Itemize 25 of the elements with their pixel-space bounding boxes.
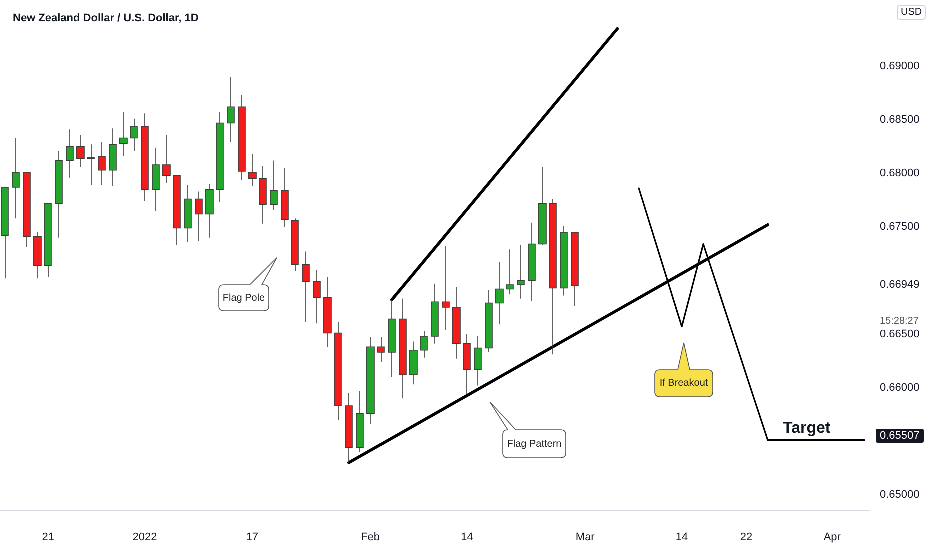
y-tick-label: 0.65000: [880, 489, 920, 501]
annotation: Target: [783, 420, 831, 438]
text: New Zealand Dollar / U.S. Dollar, 1D: [13, 12, 199, 24]
y-tick-label: 0.66000: [880, 382, 920, 394]
text: 0.66949: [880, 279, 920, 291]
y-tick-label: 0.68500: [880, 114, 920, 126]
annotation: Flag Pattern: [506, 438, 563, 452]
x-tick-label: 22: [740, 532, 753, 544]
x-tick-label: 14: [676, 532, 688, 544]
text: 15:28:27: [880, 316, 919, 327]
y-tick-label: 0.67500: [880, 221, 920, 234]
x-tick-label: 14: [461, 532, 474, 544]
y-tick-label: 0.68000: [880, 168, 920, 180]
x-tick-label: Feb: [361, 532, 380, 544]
y-tick-label: 0.69000: [880, 60, 920, 72]
y-tick-label: 0.66500: [880, 328, 920, 340]
annotation: Flag Pole: [222, 292, 266, 306]
text: USD: [897, 5, 926, 20]
annotation: If Breakout: [658, 377, 710, 391]
x-tick-label: 21: [42, 532, 54, 544]
x-tick-label: 17: [246, 532, 259, 544]
x-tick-label: Mar: [576, 532, 596, 544]
x-tick-label: 2022: [132, 532, 158, 544]
x-tick-label: Apr: [824, 532, 842, 544]
text: 0.65507: [876, 429, 924, 443]
